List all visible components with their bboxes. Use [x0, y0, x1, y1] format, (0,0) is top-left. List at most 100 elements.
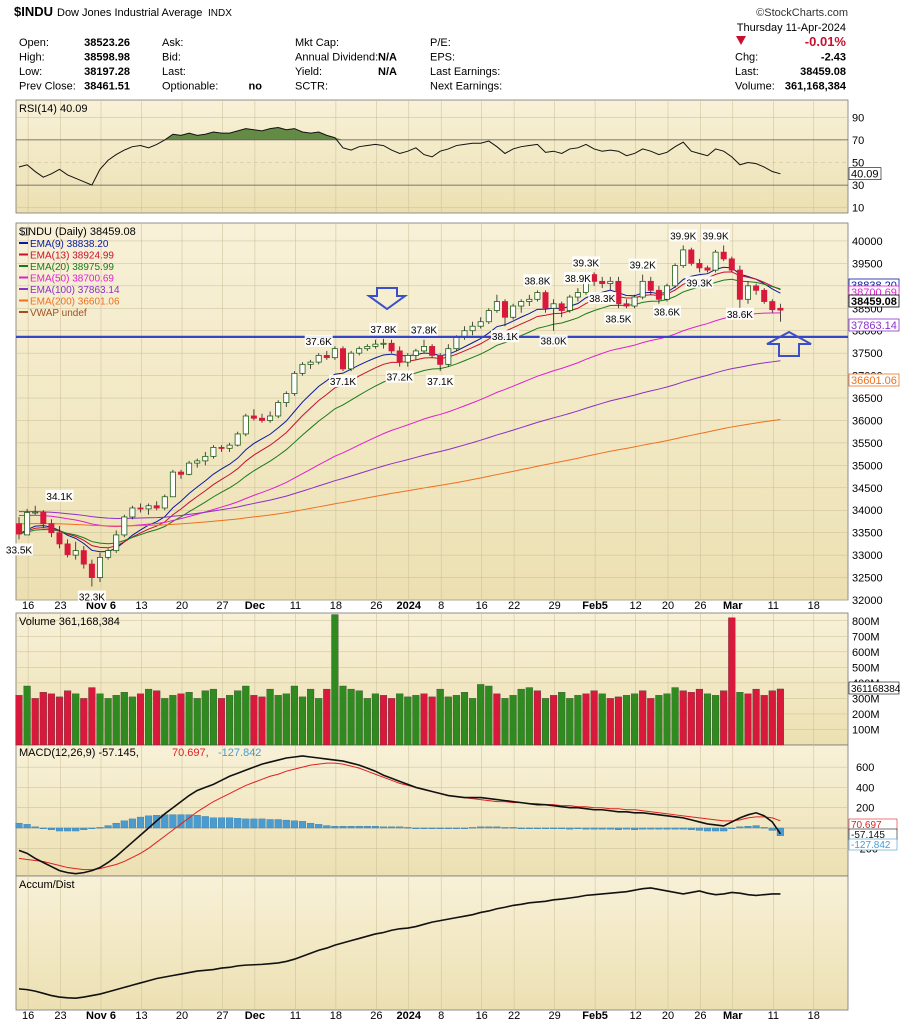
- macd-histogram-bar: [606, 827, 614, 830]
- price-label-bg: [304, 334, 333, 347]
- candle: [728, 256, 735, 273]
- candle-down: [728, 258, 735, 271]
- macd-last-value: -57.145: [851, 830, 885, 841]
- candle: [323, 350, 330, 360]
- price-value-box: [848, 294, 900, 308]
- volume-bar: [428, 696, 436, 746]
- candle-down: [736, 269, 743, 300]
- quote-label: Ask:: [162, 37, 183, 49]
- volume-bar: [590, 690, 598, 746]
- macd-last-value: 70.697: [851, 820, 882, 831]
- volume-bar: [112, 695, 120, 746]
- macd-signal-label: 70.697,: [172, 747, 209, 759]
- price-label: 39.3K: [573, 258, 599, 269]
- candle-down: [501, 301, 508, 318]
- candle-up: [639, 280, 646, 298]
- candle: [56, 525, 63, 549]
- candle-up: [72, 550, 79, 556]
- candle: [736, 265, 743, 309]
- volume-bar: [582, 693, 590, 746]
- volume-bar: [744, 693, 752, 746]
- x-tick-label: 29: [548, 1010, 560, 1022]
- macd-histogram-bar: [201, 816, 209, 829]
- volume-bar: [404, 696, 412, 746]
- candle-down: [591, 274, 598, 282]
- macd-tick-label: 600: [856, 762, 874, 774]
- price-tick-label: 33000: [852, 550, 883, 562]
- candle: [477, 317, 484, 329]
- quote-label: Volume:: [735, 81, 775, 93]
- volume-bar: [379, 695, 388, 746]
- x-tick-label: 20: [662, 1010, 674, 1022]
- candle: [672, 263, 679, 289]
- candle: [510, 303, 517, 320]
- macd-histogram-bar: [639, 827, 647, 830]
- quote-label: Optionable:: [162, 81, 218, 93]
- macd-histogram-bar: [695, 827, 703, 831]
- volume-bar: [282, 693, 290, 746]
- macd-histogram-bar: [428, 827, 436, 829]
- macd-histogram-bar: [647, 827, 655, 830]
- candle: [72, 541, 79, 560]
- quote-value: 38459.08: [800, 66, 846, 78]
- macd-histogram-bar: [371, 826, 379, 829]
- candle-down: [323, 354, 330, 359]
- price-label-bg: [410, 323, 438, 336]
- volume-bar: [541, 698, 550, 746]
- volume-bar: [88, 687, 96, 746]
- price-label-bg: [426, 375, 455, 388]
- symbol: $INDU: [14, 4, 53, 19]
- accum-dist-title: Accum/Dist: [19, 879, 75, 891]
- macd-histogram-bar: [290, 820, 298, 829]
- pane-4-bg: [15, 875, 849, 1011]
- candle-down: [40, 512, 47, 525]
- x-tick-label: Dec: [245, 1010, 265, 1022]
- candle-up: [518, 301, 525, 307]
- price-label: 38.6K: [654, 308, 680, 319]
- macd-histogram-bar: [266, 819, 274, 829]
- price-label-bg: [725, 307, 754, 320]
- candle: [429, 344, 436, 358]
- candle: [129, 505, 136, 520]
- volume-bar: [136, 693, 145, 746]
- x-tick-label: Mar: [723, 1010, 743, 1022]
- candle: [88, 559, 95, 587]
- macd-histogram-bar: [768, 827, 776, 831]
- volume-tick-label: 300M: [852, 693, 880, 705]
- price-label-bg: [329, 375, 357, 388]
- x-tick-label: 26: [694, 1010, 706, 1022]
- candle: [420, 339, 427, 354]
- volume-bar: [323, 688, 331, 746]
- candle-down: [153, 505, 160, 509]
- price-value-label: 36601.06: [851, 375, 897, 387]
- candle-up: [105, 550, 112, 558]
- volume-bar: [655, 695, 663, 746]
- candle-up: [672, 265, 679, 287]
- volume-bar: [242, 685, 250, 746]
- candle-up: [161, 496, 168, 509]
- volume-bar: [647, 698, 655, 746]
- x-tick-label: 11: [290, 600, 301, 612]
- volume-bar: [185, 692, 193, 746]
- candle: [745, 281, 752, 304]
- price-label-bg: [385, 370, 414, 383]
- volume-bar: [274, 695, 282, 746]
- candle: [574, 288, 581, 302]
- ema100-line: [18, 360, 781, 519]
- price-tick-label: 36000: [852, 415, 883, 427]
- macd-histogram-bar: [404, 827, 412, 829]
- volume-tick-label: 100M: [852, 724, 880, 736]
- candle-down: [80, 550, 87, 565]
- macd-histogram-bar: [209, 817, 217, 829]
- candle: [234, 431, 241, 447]
- macd-histogram-bar: [436, 827, 444, 829]
- macd-histogram-bar: [185, 814, 193, 829]
- macd-histogram-bar: [363, 826, 371, 829]
- candle: [688, 247, 695, 266]
- price-label-bg: [669, 229, 698, 242]
- x-tick-label: 18: [330, 1010, 342, 1022]
- macd-histogram-bar: [355, 826, 363, 829]
- pane-3-bg: [15, 744, 849, 877]
- candle: [720, 245, 727, 262]
- volume-bar: [290, 685, 298, 746]
